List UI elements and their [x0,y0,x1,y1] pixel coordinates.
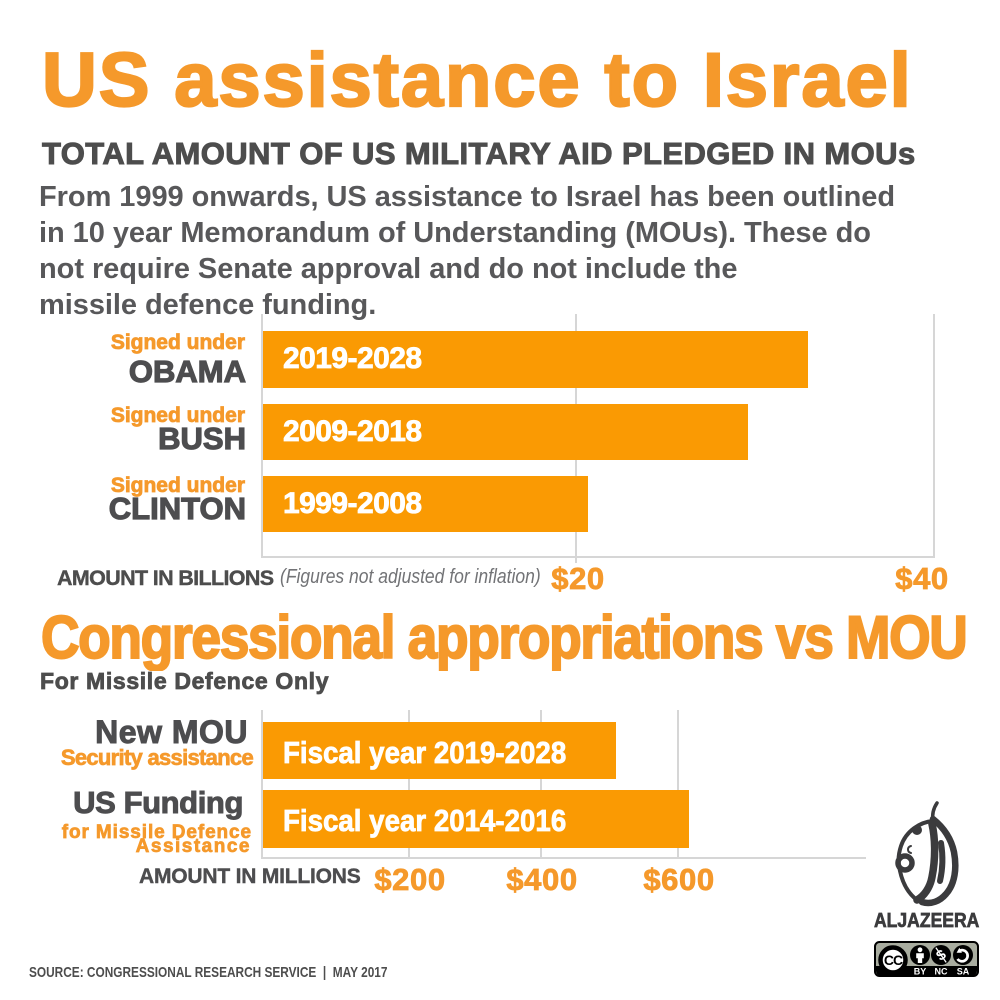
svg-text:CC: CC [884,952,903,968]
svg-text:NC: NC [935,967,948,977]
svg-text:SA: SA [957,967,970,977]
svg-text:BY: BY [914,967,927,977]
